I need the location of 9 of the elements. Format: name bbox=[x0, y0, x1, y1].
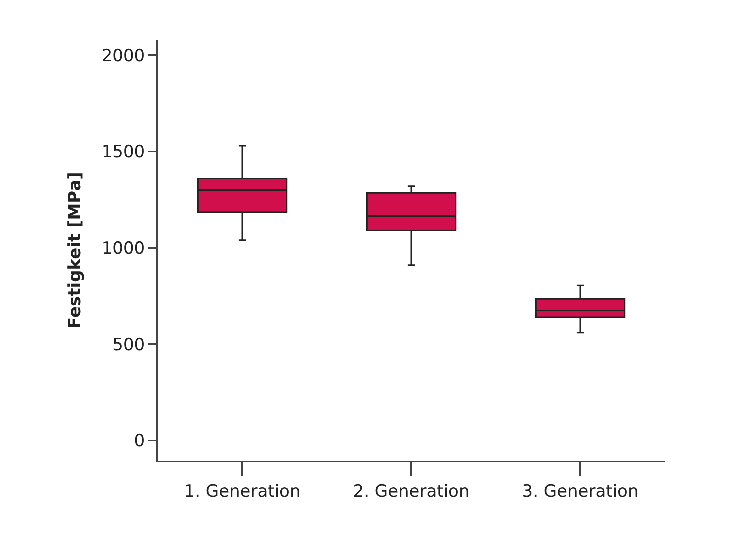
y-tick-label: 1500 bbox=[102, 142, 146, 163]
x-tick-label: 3. Generation bbox=[522, 482, 639, 502]
y-tick-label: 500 bbox=[112, 335, 146, 356]
y-tick-label: 0 bbox=[134, 432, 146, 452]
y-tick-label: 2000 bbox=[102, 46, 146, 66]
x-tick-label: 2. Generation bbox=[353, 482, 470, 502]
y-tick-label: 1000 bbox=[102, 239, 146, 260]
x-tick-label: 1. Generation bbox=[184, 482, 301, 502]
y-axis-title: Festigkeit [MPa] bbox=[66, 172, 86, 329]
